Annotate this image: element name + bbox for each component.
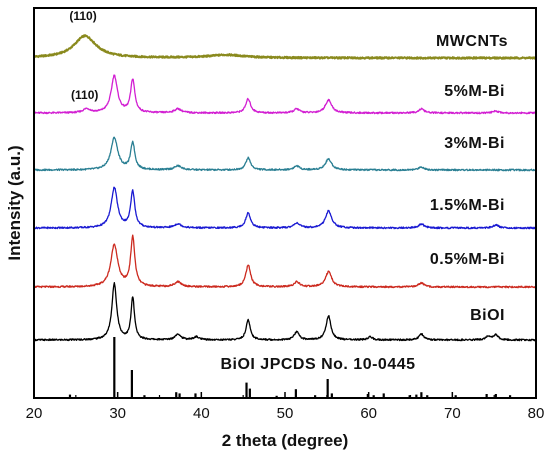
series-line-5-m-bi (33, 74, 537, 115)
x-tick-label: 80 (528, 405, 545, 422)
series-line-3-m-bi (33, 136, 537, 172)
series-line-mwcnts (33, 34, 537, 60)
reference-pattern (68, 337, 512, 397)
x-tick-label: 60 (360, 405, 377, 422)
series-label-3-m-bi: 3%M-Bi (444, 135, 505, 152)
x-tick-label: 40 (193, 405, 210, 422)
x-tick-label: 30 (109, 405, 126, 422)
x-axis-ticks (33, 392, 537, 398)
pattern-traces (33, 34, 537, 342)
series-label-1-5-m-bi: 1.5%M-Bi (430, 197, 505, 214)
peak-annotation: (110) (69, 9, 96, 23)
x-tick-label: 20 (26, 405, 43, 422)
series-label-mwcnts: MWCNTs (436, 33, 508, 50)
series-line-bioi (33, 282, 537, 342)
peak-annotations: (110) (110) (69, 9, 98, 102)
series-label-bioi: BiOI (470, 307, 505, 324)
peak-annotation: (110) (71, 88, 98, 102)
reference-label: BiOI JPCDS No. 10-0445 (220, 356, 415, 373)
x-axis-title: 2 theta (degree) (222, 431, 349, 450)
series-labels: MWCNTs 5%M-Bi 3%M-Bi 1.5%M-Bi 0.5%M-Bi BiOI (430, 33, 508, 324)
x-axis-tick-labels: 20 30 40 50 60 70 80 (26, 405, 545, 422)
series-label-5-m-bi: 5%M-Bi (444, 83, 505, 100)
series-label-0-5-m-bi: 0.5%M-Bi (430, 251, 505, 268)
x-tick-label: 70 (444, 405, 461, 422)
series-line-0-5-m-bi (33, 234, 537, 289)
y-axis-title: Intensity (a.u.) (5, 145, 24, 260)
series-line-1-5-m-bi (33, 186, 537, 230)
x-tick-label: 50 (277, 405, 294, 422)
